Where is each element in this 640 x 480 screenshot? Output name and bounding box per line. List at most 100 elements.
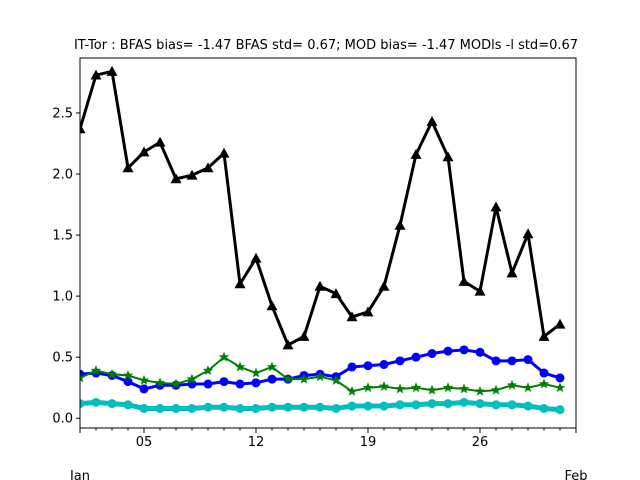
series-0-point bbox=[138, 146, 150, 157]
series-0-point bbox=[394, 219, 406, 230]
series-3-point bbox=[555, 405, 565, 415]
y-tick-label: 1.0 bbox=[52, 290, 73, 305]
series-1-point bbox=[443, 346, 453, 356]
series-3-point bbox=[443, 399, 453, 409]
series-1-point bbox=[363, 361, 373, 371]
x-tick-label: 05 bbox=[136, 435, 153, 450]
series-1-point bbox=[203, 379, 213, 389]
plot-area bbox=[80, 65, 566, 415]
series-2-point bbox=[506, 379, 518, 390]
series-0-point bbox=[330, 288, 342, 299]
series-3-point bbox=[203, 402, 213, 412]
series-1-point bbox=[507, 356, 517, 366]
series-0-point bbox=[170, 173, 182, 184]
series-2-point bbox=[154, 377, 166, 388]
series-2-point bbox=[442, 382, 454, 393]
series-1-point bbox=[475, 347, 485, 357]
series-3-point bbox=[379, 401, 389, 411]
series-0-point bbox=[474, 285, 486, 296]
series-1-point bbox=[427, 349, 437, 359]
series-3-point bbox=[315, 402, 325, 412]
x-tick-label: 12 bbox=[248, 435, 265, 450]
series-1-point bbox=[411, 352, 421, 362]
series-1-point bbox=[235, 379, 245, 389]
series-1-point bbox=[539, 368, 549, 378]
series-0-point bbox=[426, 115, 438, 126]
series-0-point bbox=[554, 318, 566, 329]
series-3-point bbox=[459, 397, 469, 407]
series-0-point bbox=[218, 147, 230, 158]
series-0-point bbox=[122, 162, 134, 173]
series-2-point bbox=[522, 382, 534, 393]
series-1-point bbox=[459, 345, 469, 355]
series-2-point bbox=[298, 373, 310, 384]
series-3-point bbox=[91, 397, 101, 407]
y-tick-label: 0.5 bbox=[52, 351, 73, 366]
series-0-point bbox=[234, 278, 246, 289]
x-month-label: Jan bbox=[69, 469, 90, 480]
series-0-point bbox=[522, 228, 534, 239]
series-2-point bbox=[458, 383, 470, 394]
series-0-point bbox=[538, 330, 550, 341]
series-2-point bbox=[282, 373, 294, 384]
series-0-point bbox=[506, 267, 518, 278]
series-3-point bbox=[539, 403, 549, 413]
series-3-point bbox=[187, 403, 197, 413]
series-1-point bbox=[347, 362, 357, 372]
series-0-point bbox=[266, 300, 278, 311]
series-2-point bbox=[362, 382, 374, 393]
series-1-point bbox=[395, 356, 405, 366]
series-1-point bbox=[219, 377, 229, 387]
series-line-0 bbox=[80, 69, 561, 348]
series-2-point bbox=[122, 369, 134, 380]
series-0-point bbox=[442, 151, 454, 162]
series-2-point bbox=[80, 372, 86, 383]
series-0-point bbox=[298, 330, 310, 341]
series-1-point bbox=[379, 360, 389, 370]
series-1-point bbox=[251, 378, 261, 388]
series-2-point bbox=[218, 351, 230, 362]
series-2-point bbox=[474, 385, 486, 396]
series-2-point bbox=[394, 383, 406, 394]
series-2-point bbox=[554, 382, 566, 393]
series-3-point bbox=[123, 400, 133, 410]
series-1-point bbox=[555, 373, 565, 383]
series-0-point bbox=[80, 123, 86, 134]
series-0-point bbox=[154, 136, 166, 147]
series-2-point bbox=[490, 384, 502, 395]
series-2-point bbox=[90, 365, 102, 376]
series-3-point bbox=[427, 399, 437, 409]
series-2-point bbox=[538, 378, 550, 389]
series-0-point bbox=[314, 280, 326, 291]
y-tick-label: 0.0 bbox=[52, 412, 73, 427]
series-3-point bbox=[507, 400, 517, 410]
series-3-point bbox=[411, 400, 421, 410]
series-3-point bbox=[267, 402, 277, 412]
series-3-point bbox=[523, 401, 533, 411]
chart-title: IT-Tor : BFAS bias= -1.47 BFAS std= 0.67… bbox=[74, 38, 578, 53]
series-0-point bbox=[202, 162, 214, 173]
series-2-point bbox=[250, 367, 262, 378]
series-0-point bbox=[282, 339, 294, 350]
series-3-point bbox=[107, 399, 117, 409]
y-tick-label: 2.5 bbox=[52, 106, 73, 121]
y-tick-label: 2.0 bbox=[52, 168, 73, 183]
series-3-point bbox=[251, 403, 261, 413]
series-0-point bbox=[186, 169, 198, 180]
series-3-point bbox=[139, 403, 149, 413]
series-2-point bbox=[426, 384, 438, 395]
axes: 0.0 0.5 1.0 1.5 2.0 2.5 05 12 19 26 Jan Feb bbox=[52, 57, 588, 480]
series-2-point bbox=[186, 373, 198, 384]
series-3-point bbox=[155, 403, 165, 413]
series-3-point bbox=[171, 403, 181, 413]
series-3-point bbox=[235, 403, 245, 413]
x-month-label: Feb bbox=[564, 469, 587, 480]
series-0-point bbox=[250, 252, 262, 263]
series-line-1 bbox=[80, 348, 561, 391]
x-tick-label: 26 bbox=[472, 435, 489, 450]
series-1-point bbox=[123, 377, 133, 387]
series-2-point bbox=[138, 374, 150, 385]
series-2-point bbox=[170, 378, 182, 389]
series-3-point bbox=[283, 402, 293, 412]
y-tick-label: 1.5 bbox=[52, 229, 73, 244]
